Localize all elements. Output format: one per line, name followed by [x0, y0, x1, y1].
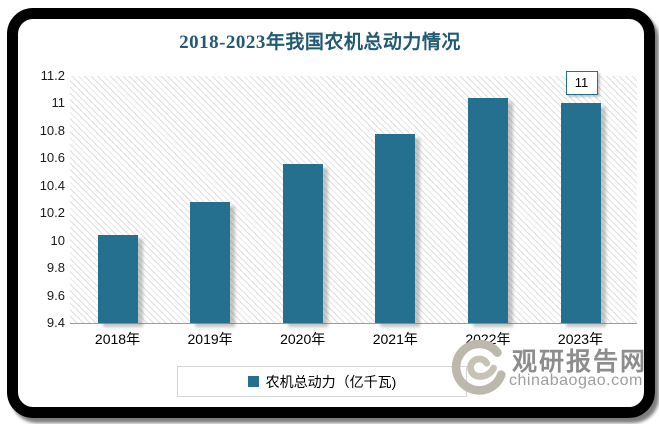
y-tick-label: 9.8 [46, 260, 65, 276]
legend-color-swatch [247, 376, 259, 387]
x-tick-label: 2023年 [557, 331, 604, 347]
bar-2021年 [375, 133, 416, 323]
y-tick-label: 11.2 [40, 68, 65, 83]
watermark-site-url: chinabaogao.com [509, 372, 643, 389]
x-tick-label: 2019年 [187, 331, 233, 347]
watermark-site-name: 观研报告网 [512, 348, 648, 376]
y-tick-label: 10.6 [39, 150, 65, 166]
watermark-logo-icon [451, 340, 506, 395]
x-tick-label: 2020年 [280, 331, 326, 347]
watermark: 观研报告网 chinabaogao.com [448, 334, 648, 404]
y-tick-label: 10.4 [39, 177, 65, 193]
y-tick-label: 9.4 [46, 315, 65, 330]
x-tick-label: 2021年 [372, 331, 418, 347]
bar-2018年 [97, 235, 138, 323]
legend: 农机总动力（亿千瓦) [177, 366, 467, 397]
bar-2022年 [467, 97, 508, 323]
legend-label: 农机总动力（亿千瓦) [265, 373, 397, 390]
y-tick-label: 10.8 [39, 122, 65, 138]
y-tick-label: 10.2 [39, 205, 65, 221]
y-tick-label: 9.6 [46, 287, 65, 303]
bar-2019年 [190, 202, 231, 323]
y-tick-label: 11 [51, 95, 66, 111]
x-tick-label: 2018年 [94, 331, 141, 347]
chart-title: 2018-2023年我国农机总动力情况 [179, 32, 461, 53]
bar-2020年 [282, 163, 323, 323]
bar-2023年 [560, 103, 601, 323]
y-tick-label: 10 [50, 232, 65, 248]
bar-value-label: 11 [565, 71, 598, 96]
plot-area [70, 76, 637, 324]
